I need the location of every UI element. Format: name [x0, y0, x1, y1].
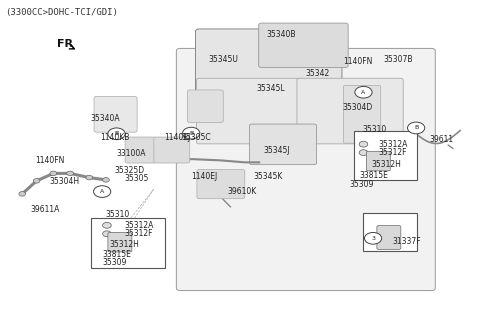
- FancyBboxPatch shape: [125, 137, 156, 163]
- Text: B: B: [189, 131, 193, 136]
- Circle shape: [103, 222, 111, 228]
- FancyBboxPatch shape: [343, 85, 381, 143]
- Text: 35342: 35342: [305, 69, 329, 78]
- FancyBboxPatch shape: [377, 226, 401, 249]
- Text: 33100A: 33100A: [117, 149, 146, 158]
- Text: 35345K: 35345K: [253, 172, 283, 181]
- Text: 35345J: 35345J: [263, 146, 289, 155]
- Text: B: B: [114, 131, 119, 136]
- FancyBboxPatch shape: [176, 49, 435, 290]
- Text: 35345L: 35345L: [257, 84, 286, 93]
- Text: FR: FR: [57, 38, 73, 49]
- Bar: [91, 218, 165, 268]
- Text: 3: 3: [371, 236, 375, 241]
- Bar: [363, 213, 417, 251]
- Text: 35345U: 35345U: [209, 55, 239, 64]
- Text: 35312H: 35312H: [110, 240, 140, 249]
- Circle shape: [103, 178, 109, 182]
- FancyBboxPatch shape: [366, 151, 390, 171]
- Text: 35309: 35309: [102, 259, 127, 267]
- Text: 35312H: 35312H: [372, 160, 401, 169]
- Circle shape: [355, 86, 372, 98]
- Text: A: A: [361, 90, 366, 95]
- FancyBboxPatch shape: [195, 29, 342, 94]
- Text: 33815E: 33815E: [360, 171, 388, 181]
- Text: 35312A: 35312A: [379, 140, 408, 149]
- Text: 1140KB: 1140KB: [100, 133, 130, 142]
- Text: 35312A: 35312A: [124, 221, 154, 230]
- Circle shape: [33, 179, 40, 183]
- Text: 35309: 35309: [349, 180, 373, 189]
- FancyBboxPatch shape: [259, 23, 348, 67]
- Text: 31337F: 31337F: [392, 237, 421, 246]
- Text: (3300CC>DOHC-TCI/GDI): (3300CC>DOHC-TCI/GDI): [5, 8, 119, 17]
- Text: 35310: 35310: [105, 210, 129, 219]
- Text: A: A: [100, 189, 104, 194]
- Text: 39610K: 39610K: [228, 187, 257, 196]
- Text: 1140EJ: 1140EJ: [191, 172, 217, 181]
- Text: 39611A: 39611A: [30, 205, 60, 214]
- Text: 35305C: 35305C: [181, 133, 211, 141]
- Text: 35304H: 35304H: [49, 177, 80, 186]
- Text: 1140EJ: 1140EJ: [164, 133, 191, 141]
- Circle shape: [364, 232, 382, 244]
- FancyBboxPatch shape: [187, 90, 223, 123]
- Text: 35340B: 35340B: [266, 30, 296, 39]
- Text: 1140FN: 1140FN: [343, 57, 372, 66]
- Circle shape: [182, 127, 200, 139]
- FancyBboxPatch shape: [94, 96, 137, 132]
- FancyBboxPatch shape: [108, 232, 132, 252]
- Circle shape: [86, 175, 93, 180]
- Bar: [354, 130, 417, 180]
- Text: 35307B: 35307B: [384, 55, 413, 64]
- Circle shape: [103, 231, 111, 237]
- Text: 35312F: 35312F: [124, 229, 153, 238]
- Text: 35310: 35310: [362, 126, 386, 134]
- Text: 33815E: 33815E: [102, 250, 131, 259]
- Circle shape: [408, 122, 425, 134]
- Circle shape: [359, 141, 368, 147]
- FancyBboxPatch shape: [197, 170, 245, 199]
- Circle shape: [108, 128, 125, 140]
- Text: 35312F: 35312F: [379, 148, 408, 157]
- FancyBboxPatch shape: [297, 78, 403, 144]
- Text: 1140FN: 1140FN: [35, 156, 64, 165]
- Text: 35305: 35305: [124, 174, 148, 183]
- Circle shape: [359, 150, 368, 156]
- Text: 35325D: 35325D: [115, 166, 145, 175]
- Circle shape: [94, 186, 111, 198]
- Circle shape: [19, 192, 25, 196]
- Circle shape: [50, 171, 57, 176]
- Text: 35304D: 35304D: [343, 103, 373, 112]
- Text: B: B: [414, 126, 418, 130]
- Circle shape: [67, 171, 73, 176]
- Text: 35340A: 35340A: [91, 114, 120, 123]
- Text: 39611: 39611: [429, 135, 453, 144]
- FancyBboxPatch shape: [154, 137, 190, 163]
- FancyBboxPatch shape: [196, 78, 303, 144]
- FancyBboxPatch shape: [250, 124, 317, 165]
